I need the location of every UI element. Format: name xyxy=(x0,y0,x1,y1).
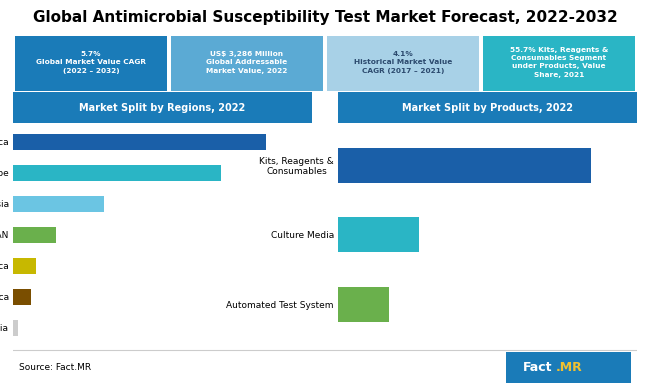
Bar xyxy=(338,218,419,252)
FancyBboxPatch shape xyxy=(506,352,630,383)
Text: Global Antimicrobial Susceptibility Test Market Forecast, 2022-2032: Global Antimicrobial Susceptibility Test… xyxy=(32,10,617,25)
Text: Market Split by Regions, 2022: Market Split by Regions, 2022 xyxy=(79,103,246,113)
Bar xyxy=(338,147,592,182)
FancyBboxPatch shape xyxy=(328,36,478,91)
Bar xyxy=(13,320,18,336)
Text: 55.7% Kits, Reagents &
Consumables Segment
under Products, Value
Share, 2021: 55.7% Kits, Reagents & Consumables Segme… xyxy=(510,47,608,78)
Text: Source: Fact.MR: Source: Fact.MR xyxy=(20,363,92,372)
Bar xyxy=(13,134,266,149)
FancyBboxPatch shape xyxy=(13,92,312,123)
Text: Fact: Fact xyxy=(523,361,552,374)
FancyBboxPatch shape xyxy=(484,36,634,91)
Bar xyxy=(13,165,221,181)
Text: 4.1%
Historical Market Value
CAGR (2017 – 2021): 4.1% Historical Market Value CAGR (2017 … xyxy=(354,51,452,74)
Bar xyxy=(13,258,36,274)
Text: US$ 3,286 Million
Global Addressable
Market Value, 2022: US$ 3,286 Million Global Addressable Mar… xyxy=(206,51,288,74)
Bar xyxy=(13,196,104,212)
Text: 5.7%
Global Market Value CAGR
(2022 – 2032): 5.7% Global Market Value CAGR (2022 – 20… xyxy=(36,51,146,74)
Bar xyxy=(13,289,31,305)
Bar xyxy=(338,287,389,322)
Bar xyxy=(13,227,56,243)
Text: .MR: .MR xyxy=(556,361,582,374)
FancyBboxPatch shape xyxy=(16,36,166,91)
Text: Market Split by Products, 2022: Market Split by Products, 2022 xyxy=(402,103,573,113)
FancyBboxPatch shape xyxy=(338,92,637,123)
FancyBboxPatch shape xyxy=(172,36,322,91)
